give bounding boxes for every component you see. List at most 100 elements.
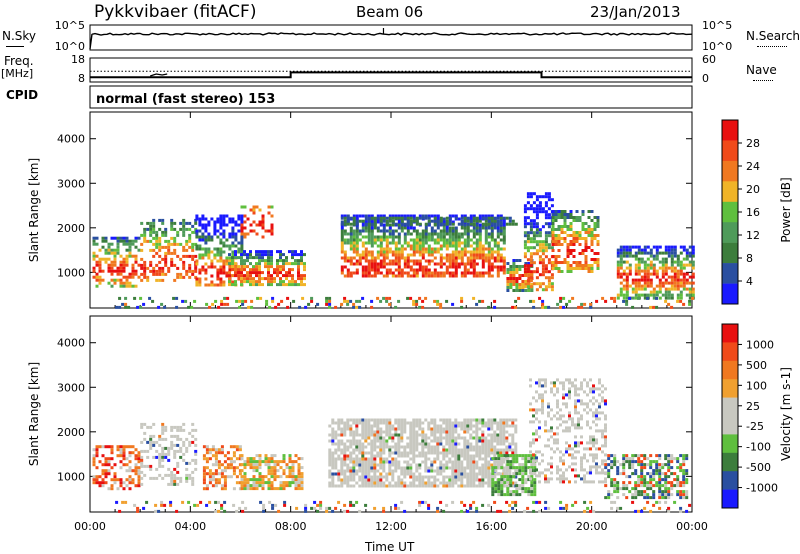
power-blob-upper-cell [264, 229, 268, 233]
power-blob-ridge-cell [550, 282, 554, 286]
power-blob-early-cell [98, 266, 102, 270]
velocity-blob-green-cell [524, 481, 528, 485]
velocity-band-main-cell [394, 421, 398, 425]
velocity-blob-peak-cell [297, 487, 301, 491]
power-band-main-cell [340, 256, 344, 260]
power-band-main-cell [394, 241, 398, 245]
velocity-band-main-cell [448, 481, 452, 485]
power-band-top-cell [469, 219, 473, 223]
velocity-blob-mid-cell [173, 473, 177, 477]
power-blob-late-cell [515, 289, 519, 292]
power-blob-peak-cell [261, 271, 264, 275]
power-blob-mid2-cell [240, 265, 244, 269]
power-blob-end-cell [619, 293, 623, 297]
power-blob-peak-cell [252, 280, 255, 284]
velocity-band-main-cell [361, 430, 365, 434]
power-blob-end-cell [691, 293, 695, 297]
velocity-band-main-cell [343, 448, 347, 452]
velocity-blob-peak-cell [246, 487, 250, 491]
power-blob-peak-cell [303, 253, 306, 257]
power-blob-early-cell [122, 239, 126, 243]
power-band-main-cell [370, 235, 374, 239]
power-band-main-cell [382, 235, 386, 239]
power-blob-ridge-cell [535, 249, 539, 253]
velocity-blob-green-cell [497, 487, 501, 491]
velocity-blob-early-cell [113, 478, 117, 482]
power-ground-scatter-cell [214, 299, 218, 303]
power-band-main-cell [391, 235, 395, 239]
velocity-blob-mid-cell [173, 452, 177, 456]
velocity-band-main-cell [460, 469, 464, 473]
velocity-blob-ridge-cell [574, 402, 577, 406]
power-blob-early-cell [122, 266, 126, 270]
velocity-band-main-cell [502, 427, 506, 431]
velocity-blob-mid-cell [170, 473, 174, 477]
power-blob-end-cell [691, 251, 695, 255]
power-band-main-cell [358, 229, 362, 233]
velocity-band-main-cell [418, 427, 422, 431]
velocity-band-main-cell [475, 478, 479, 482]
power-band-main-cell [436, 232, 440, 236]
velocity-band-main-cell [493, 451, 497, 455]
velocity-blob-peak-cell [291, 469, 295, 473]
power-band-main-cell [406, 262, 410, 266]
power-blob-mid-cell [176, 266, 180, 270]
velocity-band-main-cell [370, 424, 374, 428]
velocity-blob-orange-cell [229, 475, 233, 479]
velocity-blob-ridge-cell [580, 414, 583, 418]
power-band-main-cell [346, 274, 350, 278]
power-blob-peak-cell [258, 256, 261, 260]
velocity-band-main-cell [463, 430, 467, 434]
power-band-top-cell [460, 219, 464, 223]
velocity-blob-peak-cell [249, 487, 253, 491]
velocity-blob-orange-cell [205, 484, 209, 488]
power-blob-rise-cell [557, 249, 561, 252]
power-blob-mid2-cell [198, 280, 202, 284]
power-blob-mid2-cell [210, 283, 214, 287]
velocity-blob-peak-cell [279, 484, 283, 488]
velocity-blob-green-cell [500, 457, 504, 461]
power-blob-mid2-cell [207, 232, 211, 236]
velocity-band-main-cell [502, 442, 506, 446]
velocity-band-main-cell [448, 418, 452, 422]
velocity-blob-peak-cell [270, 484, 274, 488]
power-ground-scatter-cell [478, 299, 482, 303]
power-blob-mid2-cell [222, 229, 226, 233]
velocity-band-main-cell [433, 433, 437, 437]
power-band-main-cell [424, 247, 428, 251]
velocity-band-main-cell [496, 439, 500, 443]
power-blob-end-cell [664, 251, 668, 255]
velocity-blob-early-cell [125, 445, 129, 449]
power-band-main-cell [466, 226, 470, 230]
power-blob-mid-cell [188, 239, 192, 243]
x-tick-label: 20:00 [576, 520, 608, 533]
velocity-band-main-cell [337, 445, 341, 449]
velocity-band-main-cell [370, 475, 374, 479]
power-band-top-cell [445, 219, 449, 223]
velocity-band-main-cell [373, 424, 377, 428]
velocity-blob-green-cell [512, 454, 516, 458]
power-blob-mid2-cell [210, 262, 214, 266]
power-blob-early-cell [107, 269, 111, 273]
power-blob-mid2-cell [201, 232, 205, 236]
velocity-band-main-cell [427, 469, 431, 473]
power-blob-early-cell [98, 281, 102, 285]
power-blob-end-cell [634, 296, 638, 300]
velocity-blob-ridge-cell [538, 408, 541, 412]
power-ground-scatter-cell [259, 296, 263, 300]
power-band-main-cell [445, 241, 449, 245]
power-band-main-cell [478, 235, 482, 239]
power-band-main-cell [382, 256, 386, 260]
power-blob-late-cell [509, 286, 513, 289]
power-blob-upper-cell [246, 217, 250, 221]
power-blob-end-cell [649, 284, 653, 288]
velocity-blob-ridge-cell [565, 447, 568, 451]
velocity-blob-green-cell [509, 454, 513, 458]
velocity-band-main-cell [475, 448, 479, 452]
power-band-main-cell [484, 259, 488, 263]
power-blob-mid2-cell [219, 250, 223, 254]
power-blob-mid2-cell [240, 220, 244, 224]
power-blob-peak-cell [228, 271, 231, 275]
velocity-blob-early-cell [107, 457, 111, 461]
velocity-blob-mid-cell [173, 455, 177, 459]
